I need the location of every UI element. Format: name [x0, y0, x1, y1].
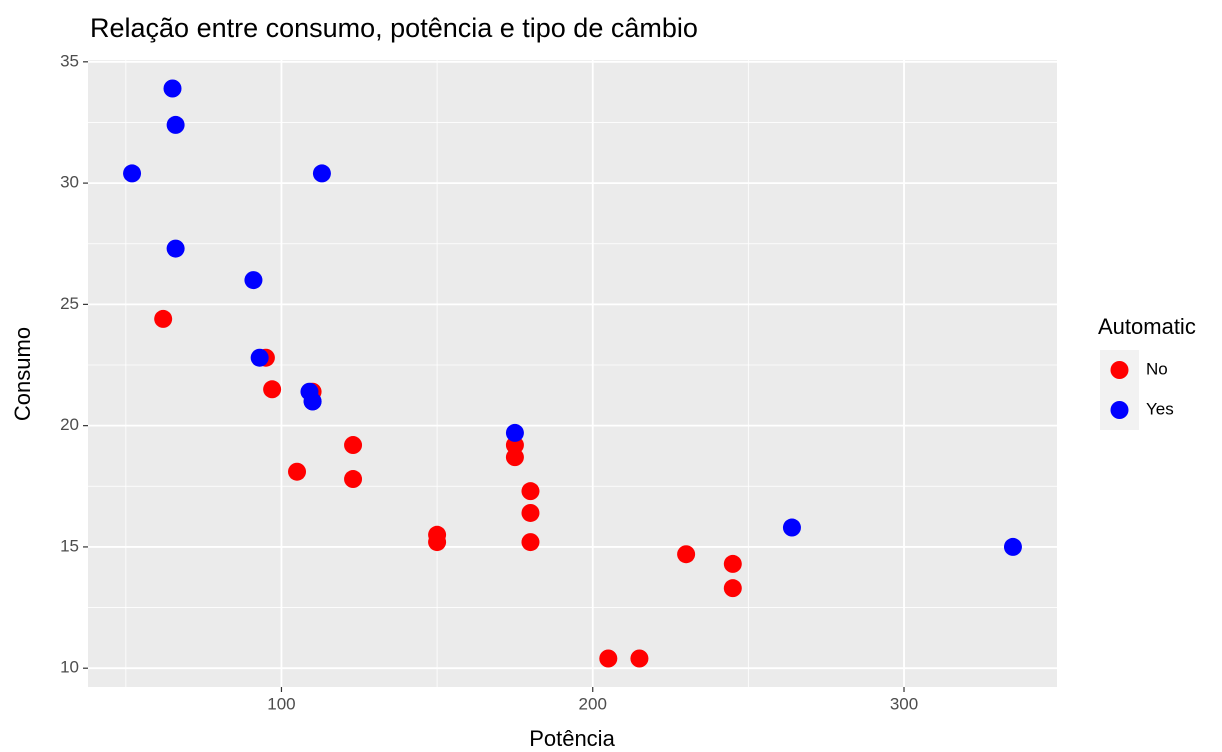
legend-marker: [1110, 401, 1129, 419]
point: [250, 348, 269, 367]
legend-marker: [1110, 361, 1129, 379]
point: [723, 579, 742, 598]
point: [312, 164, 331, 183]
x-axis-label: Potência: [529, 726, 615, 751]
point: [1003, 537, 1022, 556]
y-tick-label: 10: [60, 658, 79, 677]
point: [428, 533, 447, 552]
y-tick-label: 35: [60, 51, 79, 70]
y-tick-label: 15: [60, 536, 79, 555]
chart-title: Relação entre consumo, potência e tipo d…: [90, 13, 698, 43]
x-tick-label: 200: [579, 694, 607, 713]
y-tick-label: 20: [60, 415, 79, 434]
point: [244, 271, 263, 290]
point: [123, 164, 142, 183]
y-axis-label: Consumo: [10, 327, 35, 421]
point: [723, 554, 742, 573]
point: [599, 649, 618, 668]
point: [300, 382, 319, 401]
point: [163, 79, 182, 98]
panel: [88, 60, 1057, 687]
point: [344, 470, 363, 489]
point: [677, 545, 696, 564]
y-tick-label: 25: [60, 294, 79, 313]
legend-title: Automatic: [1098, 314, 1196, 339]
point: [521, 482, 540, 501]
point: [630, 649, 649, 668]
point: [263, 380, 282, 399]
legend-label: Yes: [1146, 399, 1174, 418]
y-tick-label: 30: [60, 173, 79, 192]
point: [166, 115, 185, 134]
legend-label: No: [1146, 359, 1168, 378]
point: [521, 503, 540, 522]
point: [288, 462, 307, 481]
point: [505, 423, 524, 442]
point: [782, 518, 801, 537]
point: [154, 309, 173, 328]
point: [344, 436, 363, 455]
x-tick-label: 300: [890, 694, 918, 713]
point: [521, 533, 540, 552]
x-tick-label: 100: [267, 694, 295, 713]
point: [166, 239, 185, 258]
